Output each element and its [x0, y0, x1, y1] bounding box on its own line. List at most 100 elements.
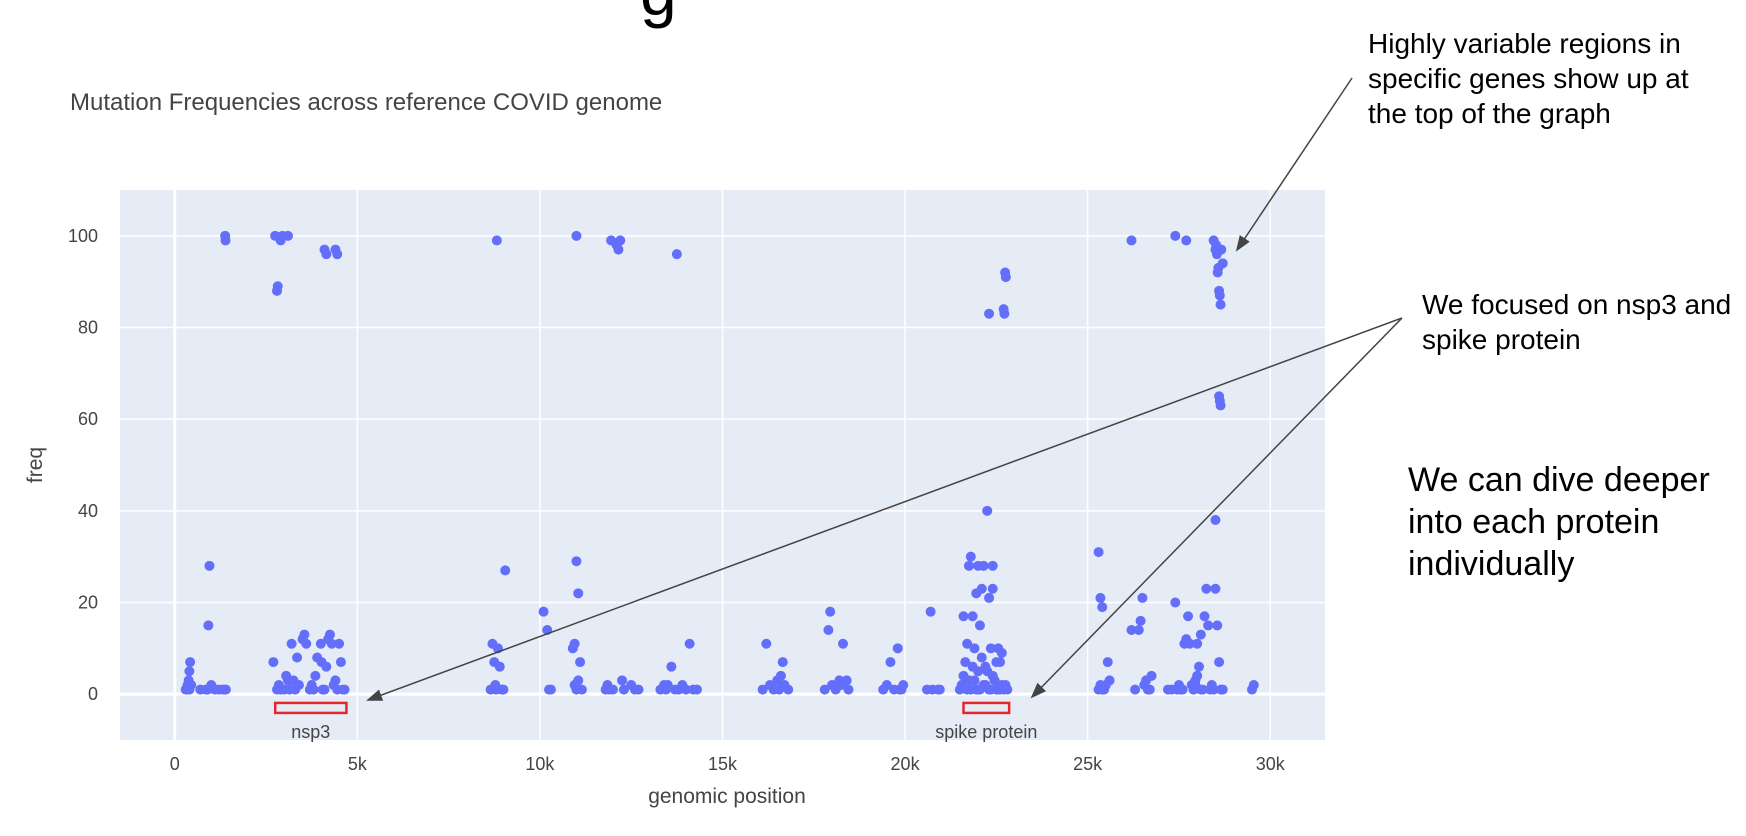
data-point: [965, 551, 976, 562]
data-point: [571, 556, 582, 567]
data-point: [615, 235, 626, 246]
data-point: [1214, 657, 1225, 668]
y-tick-label: 0: [88, 684, 98, 704]
data-point: [1177, 684, 1188, 695]
slide-heading-fragment: g: [640, 0, 677, 30]
data-point: [1210, 515, 1221, 525]
data-point: [282, 230, 293, 241]
data-point: [1215, 299, 1226, 310]
data-point: [494, 661, 505, 672]
data-point: [962, 638, 973, 649]
region-label: nsp3: [291, 722, 330, 742]
y-tick-label: 40: [78, 501, 98, 521]
data-point: [334, 638, 345, 649]
data-point: [838, 638, 848, 649]
data-point: [881, 680, 892, 690]
data-point: [1192, 670, 1203, 681]
data-point: [684, 638, 695, 649]
data-point: [973, 560, 984, 571]
data-point: [569, 680, 580, 690]
y-tick-label: 100: [68, 226, 98, 246]
data-point: [220, 684, 231, 695]
data-point: [281, 670, 292, 681]
data-point: [316, 657, 327, 668]
data-point: [315, 638, 326, 649]
data-point: [1216, 244, 1227, 255]
data-point: [1192, 638, 1203, 649]
data-point: [885, 657, 896, 668]
data-point: [996, 647, 1007, 658]
data-point: [775, 670, 786, 681]
data-point: [1199, 611, 1210, 622]
data-point: [491, 235, 502, 246]
chart-title: Mutation Frequencies across reference CO…: [70, 89, 662, 116]
data-point: [1000, 272, 1011, 283]
arrow-top-right: [1235, 77, 1353, 252]
data-point: [925, 606, 936, 617]
data-point: [1104, 675, 1115, 686]
data-point: [819, 684, 830, 695]
y-tick-label: 60: [78, 409, 98, 429]
data-point: [671, 249, 682, 260]
arrow-to-spike: [1030, 317, 1403, 699]
data-point: [1126, 625, 1137, 635]
data-point: [1095, 592, 1106, 603]
data-point: [1195, 629, 1206, 640]
data-point: [332, 249, 343, 260]
data-point: [220, 235, 231, 246]
x-tick-label: 5k: [348, 754, 368, 774]
data-point: [996, 680, 1007, 690]
region-box: [273, 701, 348, 715]
data-point: [934, 684, 945, 695]
data-point: [999, 308, 1010, 319]
data-point: [573, 588, 584, 599]
data-point: [617, 675, 628, 686]
data-point: [1181, 235, 1192, 246]
data-point: [969, 643, 980, 654]
data-point: [761, 638, 772, 649]
data-point: [984, 592, 995, 603]
data-point: [1135, 615, 1146, 626]
data-point: [335, 657, 346, 668]
data-point: [985, 684, 996, 695]
data-point: [987, 560, 998, 571]
data-point: [974, 620, 985, 631]
data-point: [960, 657, 971, 668]
region-label: spike protein: [935, 722, 1037, 742]
data-point: [982, 666, 993, 677]
annotation-focus: We focused on nsp3 and spike protein: [1422, 289, 1732, 355]
data-point: [1201, 583, 1212, 594]
data-point: [286, 638, 297, 649]
data-point: [310, 670, 321, 681]
data-point: [569, 638, 580, 649]
data-point: [1137, 592, 1148, 603]
data-point: [1130, 684, 1141, 695]
y-axis-label: freq: [24, 447, 47, 483]
data-point: [607, 684, 618, 695]
data-point: [985, 643, 996, 654]
data-point: [339, 684, 350, 695]
data-point: [272, 281, 283, 292]
data-point: [1144, 684, 1155, 695]
callout-arrows: [366, 77, 1403, 701]
data-point: [1183, 611, 1194, 622]
data-point: [978, 680, 989, 690]
data-point: [184, 684, 195, 695]
data-point: [783, 684, 794, 695]
x-axis-label: genomic position: [648, 785, 806, 808]
axes: 0 20 40 60 80 100 0 5k 10k 15k 20k 25k 30k: [68, 226, 1286, 774]
data-point: [1170, 230, 1181, 241]
data-point: [662, 680, 673, 690]
data-point: [500, 565, 511, 576]
data-point: [203, 620, 214, 631]
x-tick-label: 0: [170, 754, 180, 774]
data-point: [691, 684, 702, 695]
data-point: [1210, 583, 1221, 594]
data-point: [680, 684, 691, 695]
data-point: [1170, 597, 1181, 608]
x-tick-label: 25k: [1073, 754, 1103, 774]
data-point: [301, 638, 312, 649]
data-point: [1214, 290, 1225, 301]
data-point: [1248, 680, 1259, 690]
